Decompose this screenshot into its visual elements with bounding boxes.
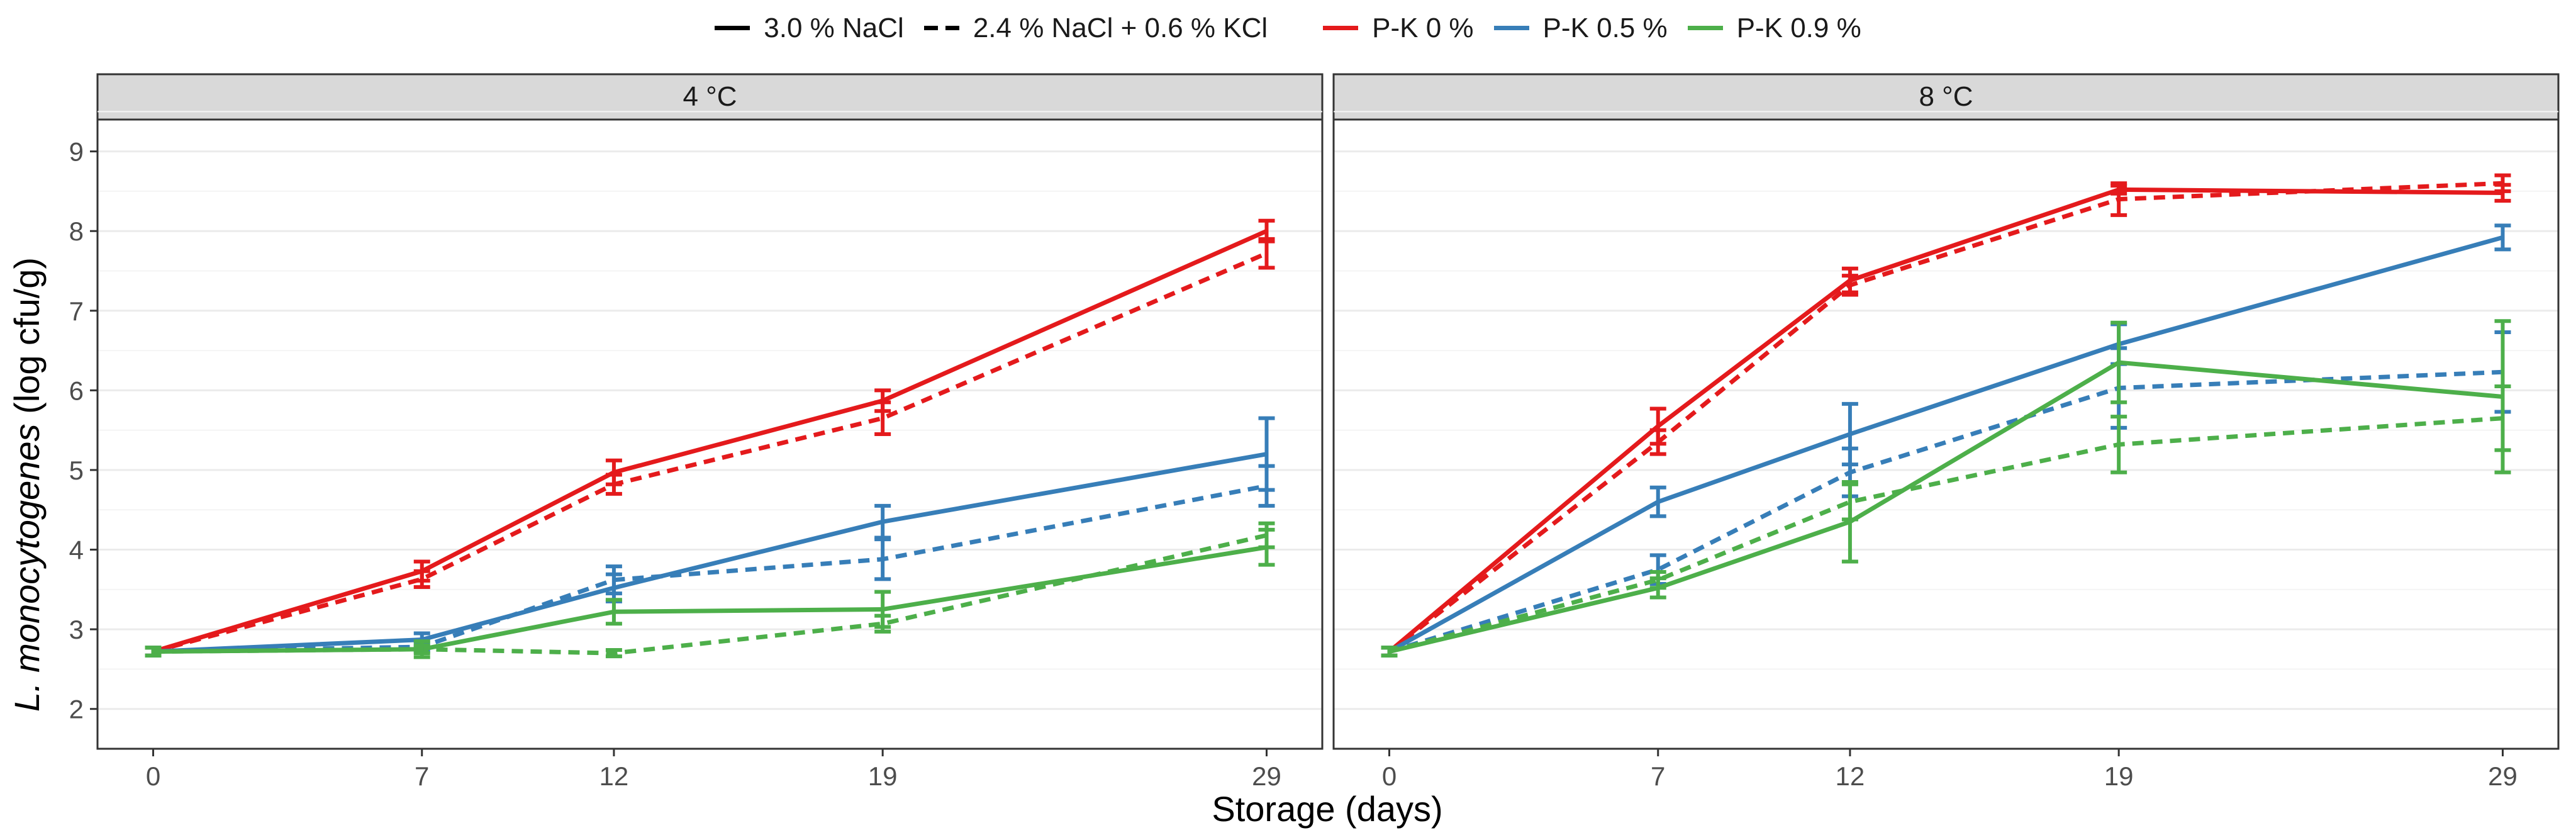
data-point <box>881 520 885 524</box>
x-tick-label: 29 <box>1252 761 1281 791</box>
data-point <box>2501 235 2505 240</box>
data-point <box>1264 484 1269 488</box>
x-tick-label: 12 <box>1836 761 1865 791</box>
x-tick-label: 19 <box>2104 761 2134 791</box>
x-tick-label: 7 <box>415 761 429 791</box>
data-point <box>1264 251 1269 255</box>
data-point <box>1848 432 1852 436</box>
legend-item-kcl: 2.4 % NaCl + 0.6 % KCl <box>923 13 1268 44</box>
x-tick-label: 0 <box>146 761 160 791</box>
y-tick-label: 3 <box>69 615 84 644</box>
legend-item-nacl: 3.0 % NaCl <box>715 13 904 44</box>
panel-strip-label: 8 °C <box>1919 81 1973 112</box>
legend-label: P-K 0.5 % <box>1542 13 1668 43</box>
data-point <box>2117 442 2121 447</box>
data-point <box>881 622 885 626</box>
legend-color-group: P-K 0 % P-K 0.5 % P-K 0.9 % <box>1313 13 1871 44</box>
data-point <box>881 607 885 612</box>
panel-background <box>1334 120 2558 749</box>
data-point <box>1264 229 1269 233</box>
panel-border <box>1332 118 2560 750</box>
data-point <box>2117 361 2121 365</box>
legend-label: P-K 0 % <box>1372 13 1474 43</box>
legend-key-green <box>1687 25 1723 31</box>
y-tick-label: 7 <box>69 296 84 326</box>
x-tick-label: 12 <box>599 761 629 791</box>
legend-item-pk0: P-K 0 % <box>1323 13 1474 44</box>
x-tick-label: 29 <box>2488 761 2517 791</box>
series-2 <box>145 237 1275 658</box>
data-point <box>151 649 155 654</box>
data-point <box>881 416 885 420</box>
y-tick-label: 4 <box>69 535 84 565</box>
y-tick-label: 6 <box>69 376 84 405</box>
legend-key-dashed <box>923 25 959 31</box>
x-axis-title: Storage (days) <box>1212 789 1442 829</box>
data-point <box>611 578 616 582</box>
y-axis-title: L. monocytogenes (log cfu/g) <box>7 257 47 712</box>
data-point <box>2501 181 2505 186</box>
data-point <box>611 610 616 614</box>
y-axis-title-species: L. monocytogenes <box>7 414 47 712</box>
data-point <box>1264 533 1269 537</box>
data-point <box>611 651 616 656</box>
data-point <box>1848 500 1852 504</box>
panel-border <box>96 118 1324 750</box>
legend-label: 2.4 % NaCl + 0.6 % KCl <box>973 13 1268 43</box>
legend-item-pk09: P-K 0.9 % <box>1687 13 1861 44</box>
legend-key-blue <box>1493 25 1529 31</box>
data-point <box>1848 283 1852 288</box>
legend-linetype-group: 3.0 % NaCl 2.4 % NaCl + 0.6 % KCl <box>705 13 1278 44</box>
legend-item-pk05: P-K 0.5 % <box>1493 13 1668 44</box>
data-point <box>420 577 424 581</box>
legend-label: 3.0 % NaCl <box>764 13 904 43</box>
data-point <box>1848 470 1852 474</box>
data-point <box>1656 578 1660 582</box>
legend-key-red <box>1323 25 1359 31</box>
x-tick-label: 19 <box>868 761 898 791</box>
legend-key-solid <box>715 25 750 31</box>
data-point <box>2501 416 2505 420</box>
data-point <box>420 647 424 651</box>
y-tick-label: 5 <box>69 456 84 485</box>
data-point <box>1656 440 1660 444</box>
data-point <box>2117 197 2121 201</box>
data-point <box>1656 424 1660 428</box>
data-point <box>1656 500 1660 504</box>
data-point <box>1387 649 1391 654</box>
series-6 <box>145 521 1275 659</box>
x-tick-label: 0 <box>1382 761 1397 791</box>
legend-label: P-K 0.9 % <box>1736 13 1861 43</box>
panel-2: 8 °C 0 7 12 19 29 <box>1332 73 2560 791</box>
x-tick-label: 7 <box>1651 761 1665 791</box>
series-line <box>1388 416 2503 654</box>
panel-1: 4 °C 2 3 4 5 6 7 8 9 0 7 12 19 29 <box>69 73 1324 791</box>
legend: 3.0 % NaCl 2.4 % NaCl + 0.6 % KCl P-K 0 … <box>0 0 2576 57</box>
y-axis-title-unit: (log cfu/g) <box>7 257 47 414</box>
y-tick-label: 2 <box>69 695 84 724</box>
panel-strip-label: 4 °C <box>683 81 737 112</box>
panel-background <box>98 120 1322 749</box>
data-point <box>611 482 616 486</box>
data-point <box>1264 452 1269 456</box>
series-6 <box>1381 384 2511 658</box>
y-tick-label: 9 <box>69 137 84 167</box>
data-point <box>881 557 885 561</box>
y-tick-label: 8 <box>69 216 84 246</box>
